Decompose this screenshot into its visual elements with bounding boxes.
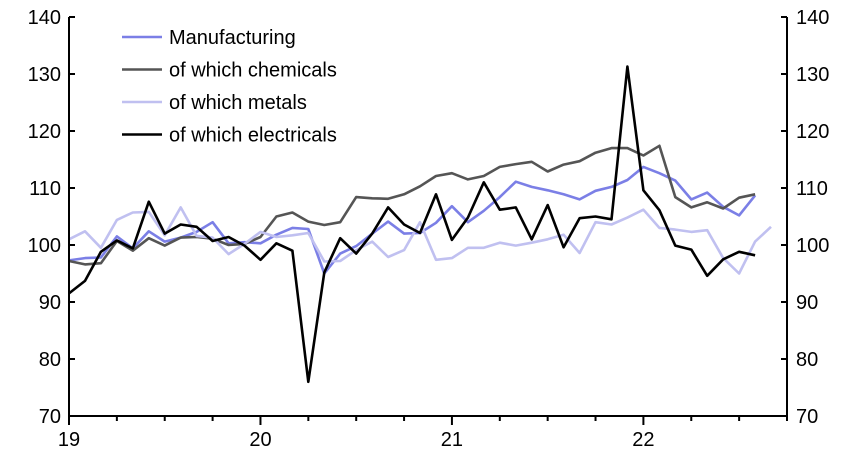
y-tick-label-left: 70 (39, 406, 61, 428)
legend-label: of which chemicals (169, 60, 337, 82)
y-tick-label-left: 140 (28, 7, 61, 29)
y-tick-label-left: 110 (29, 178, 61, 200)
y-tick-label-right: 100 (796, 235, 829, 257)
y-tick-label-right: 110 (796, 178, 828, 200)
y-tick-label-left: 80 (39, 349, 61, 371)
y-tick-label-right: 140 (796, 7, 829, 29)
series-lines (68, 65, 772, 384)
y-tick-label-right: 130 (796, 64, 829, 86)
axes: 70 70 80 80 90 90 100 100 110 110 120 120 130 130 140 1… (28, 7, 830, 451)
legend: Manufacturing of which chemicals of which … (122, 27, 337, 147)
x-tick-label: 20 (249, 429, 271, 451)
x-tick-label: 22 (632, 429, 654, 451)
x-tick-label: 21 (441, 429, 463, 451)
legend-label: of which electricals (169, 125, 337, 147)
y-tick-label-right: 120 (796, 121, 829, 143)
y-tick-label-left: 100 (28, 235, 61, 257)
series-line-of-which-electricals (68, 65, 756, 384)
series-line-of-which-chemicals (68, 144, 756, 266)
y-tick-label-left: 120 (28, 121, 61, 143)
x-tick-label: 19 (58, 429, 80, 451)
series-line-of-which-metals (68, 206, 772, 275)
y-tick-label-right: 70 (796, 406, 818, 428)
y-tick-label-left: 130 (28, 64, 61, 86)
legend-label: Manufacturing (169, 27, 296, 49)
y-tick-label-right: 80 (796, 349, 818, 371)
legend-label: of which metals (169, 92, 307, 114)
y-tick-label-left: 90 (39, 292, 61, 314)
y-tick-label-right: 90 (796, 292, 818, 314)
